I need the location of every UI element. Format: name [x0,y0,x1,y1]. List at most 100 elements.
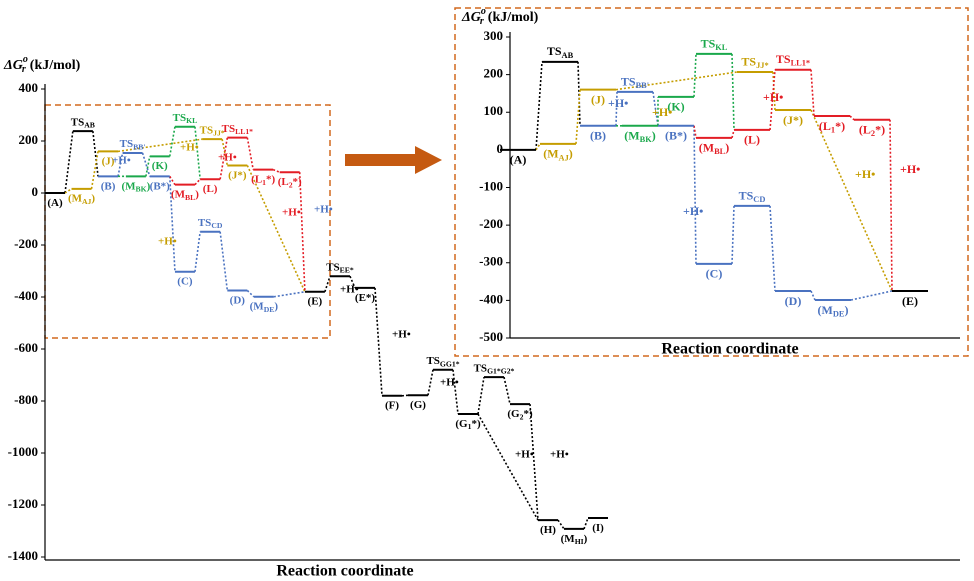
connector [246,289,255,298]
level-label-sub: JJ* [213,128,225,137]
y-axis-title: ΔGo r (kJ/mol) [461,6,539,27]
y-title-main: ΔG [3,58,23,73]
level-label: (MBL) [699,140,730,156]
level-label-sub: AJ [559,153,569,162]
level-label: (C) [706,266,723,280]
level-label-sub: 1 [468,422,472,431]
y-tick-label: 0 [497,141,504,156]
connector [477,413,539,521]
level-label-sub: JJ* [756,61,769,70]
level-label: (MBK) [624,128,655,144]
annotation: +H• [392,329,411,341]
annotation: +H• [180,142,199,154]
y-tick-label: -1000 [8,444,38,459]
level-label-text: (M [624,128,639,142]
level-label: (L) [744,132,760,146]
connector [169,175,176,186]
level-label: (L2*) [859,122,885,138]
level-label-sub: AJ [82,197,92,206]
y-tick-label: -300 [479,254,503,269]
level-label: (E) [308,295,323,307]
level-label: (I) [592,521,604,533]
annotation: +H• [763,90,783,104]
level-label: TSCD [198,216,223,230]
level-label-text: TS [120,138,133,150]
y-title-sup: o [481,6,486,17]
y-tick-label: -1400 [8,548,38,563]
level-label-text: (F) [385,399,399,411]
level-label: (A) [47,196,63,208]
level-label: (H) [540,524,556,536]
connector [324,275,331,293]
level-label: (G1*) [455,417,481,431]
annotation: +H• [855,167,875,181]
level-label-text: TS [426,355,439,367]
level-label: (B) [101,180,116,192]
level-label-text: TS [198,216,211,228]
level-label-text: (I) [592,521,604,533]
level-label-text: (K) [152,160,168,172]
level-label: (K) [152,160,168,172]
annotation: +H• [158,236,177,248]
level-label: (E*) [355,291,376,303]
level-label-post: ) [569,146,573,160]
level-label-sub: EE* [340,265,354,274]
level-label: (L2*) [278,176,302,190]
level-label-text: (L [278,176,289,188]
connector [145,156,151,177]
level-label-text: (M [171,188,186,200]
connector [374,287,383,396]
connector [693,125,697,138]
connector [583,517,589,530]
y-tick-label: 0 [32,184,39,199]
annotation: +H• [282,207,301,219]
level-label-text: (L [859,122,871,136]
connector [219,137,229,180]
level-label-post: ) [725,140,729,154]
level-label-sub: LL1* [235,127,253,136]
level-label-sub: 2 [289,180,293,189]
level-label-text: TS [547,44,562,58]
y-tick-label: -200 [479,216,503,231]
connector [194,231,201,272]
annotation: +H• [652,105,672,119]
connector [849,115,855,121]
level-label: (MDE) [818,303,849,319]
y-tick-label: 100 [484,103,504,118]
connector [503,376,511,405]
connector [615,91,618,126]
level-label-post: ) [274,300,278,312]
level-label-text: TS [71,116,84,128]
y-title-unit: (kJ/mol) [30,58,81,73]
annotation: +H• [900,162,920,176]
connector [577,61,581,126]
level-label: (B) [590,128,606,142]
level-label-text: (B*) [665,128,687,142]
connector [90,151,99,189]
level-label-text: TS [739,188,754,202]
level-label-text: (L [251,173,262,185]
level-label-text: (D) [230,294,246,306]
annotation: +H• [218,152,237,164]
level-label: TSLL1* [222,122,254,136]
level-label: TSEE* [326,261,354,275]
level-label: (J) [591,92,605,106]
annotation: +H• [550,449,569,461]
level-label-text: TS [701,36,716,50]
level-label-post: ) [195,188,199,200]
level-label-post: ) [147,180,151,192]
level-label-post: ) [652,128,656,142]
connector [219,231,229,291]
zoom-arrow [345,146,442,174]
y-tick-label: 200 [484,66,504,81]
connector [427,369,434,396]
level-label-text: (E) [308,295,323,307]
y-tick-label: -600 [14,340,38,355]
level-label: TSJJ* [200,124,225,138]
level-label: (G) [410,399,426,411]
level-label-text: TS [741,54,756,68]
connector [731,129,735,139]
level-label-text: (D) [785,294,802,308]
level-label-text: (J) [591,92,605,106]
level-label-text: (G) [410,399,426,411]
